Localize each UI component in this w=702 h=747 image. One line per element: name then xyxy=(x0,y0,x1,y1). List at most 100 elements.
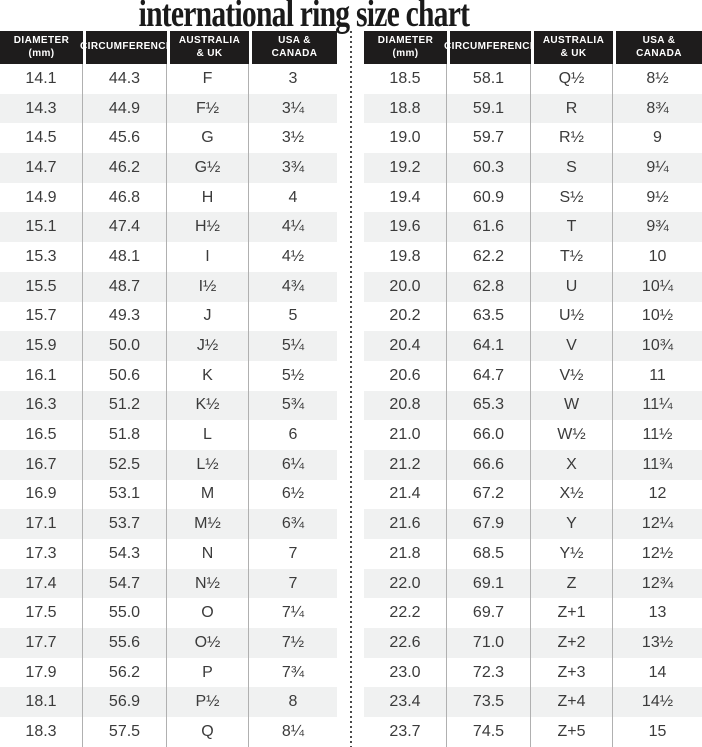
cell-usa-canada: 5½ xyxy=(281,366,305,384)
cell-usa-canada: 3 xyxy=(288,69,298,87)
cell-australia-uk: J½ xyxy=(167,331,249,361)
cell-diameter-mm: 22.0 xyxy=(364,568,447,599)
cell-australia-uk: M xyxy=(167,479,249,510)
cell-circumference: 74.5 xyxy=(447,717,531,747)
table-row: 21.0 66.0 W½ 11½ xyxy=(364,420,702,450)
cell-circumference: 67.2 xyxy=(447,479,531,510)
cell-diameter-mm: 14.7 xyxy=(0,153,83,183)
cell-australia-uk: T xyxy=(531,212,613,243)
cell-australia-uk: H xyxy=(167,182,249,213)
cell-usa-canada: 7¾ xyxy=(281,663,305,681)
table-row: 17.7 55.6 O½ 7½ xyxy=(0,628,337,658)
cell-circumference: 47.4 xyxy=(83,212,167,243)
table-row: 14.5 45.6 G 3½ xyxy=(0,123,337,154)
cell-circumference: 45.6 xyxy=(83,123,167,154)
cell-usa-canada: 8¼ xyxy=(281,722,305,740)
dotted-divider xyxy=(349,31,352,747)
table-row: 16.7 52.5 L½ 6¼ xyxy=(0,449,337,480)
table-header-row: DIAMETER (mm) CIRCUMFERENCE AUSTRALIA & UK… xyxy=(364,31,702,64)
cell-usa-canada: 7 xyxy=(288,574,298,592)
cell-circumference: 55.0 xyxy=(83,598,167,629)
table-row: 16.5 51.8 L 6 xyxy=(0,420,337,450)
column-header-circumference: CIRCUMFERENCE xyxy=(444,31,537,64)
cell-circumference: 53.1 xyxy=(83,479,167,510)
table-row: 20.0 62.8 U 10¼ xyxy=(364,271,702,302)
cell-diameter-mm: 17.1 xyxy=(0,509,83,539)
table-row: 18.3 57.5 Q 8¼ xyxy=(0,717,337,747)
cell-circumference: 59.1 xyxy=(447,93,531,124)
cell-usa-canada: 11¼ xyxy=(642,396,673,414)
column-header-australia-uk: AUSTRALIA & UK xyxy=(531,31,613,64)
cell-australia-uk: Q xyxy=(167,717,249,747)
cell-australia-uk: H½ xyxy=(167,212,249,243)
cell-circumference: 67.9 xyxy=(447,509,531,539)
cell-usa-canada: 4¼ xyxy=(281,218,305,236)
cell-diameter-mm: 19.8 xyxy=(364,242,447,272)
cell-usa-canada: 10¾ xyxy=(641,337,674,355)
cell-australia-uk: K½ xyxy=(167,390,249,421)
cell-diameter-mm: 21.2 xyxy=(364,449,447,480)
column-header-usa-canada: USA & CANADA xyxy=(613,31,702,64)
cell-diameter-mm: 14.1 xyxy=(0,64,83,94)
cell-usa-canada: 9 xyxy=(653,129,662,147)
cell-australia-uk: Z+5 xyxy=(531,717,613,747)
table-row: 15.7 49.3 J 5 xyxy=(0,301,337,332)
table-row: 19.4 60.9 S½ 9½ xyxy=(364,182,702,213)
cell-circumference: 64.1 xyxy=(447,331,531,361)
cell-australia-uk: R½ xyxy=(531,123,613,154)
cell-australia-uk: X½ xyxy=(531,479,613,510)
cell-diameter-mm: 20.6 xyxy=(364,360,447,391)
cell-australia-uk: G½ xyxy=(167,153,249,183)
cell-usa-canada: 5 xyxy=(288,307,298,325)
table-row: 15.9 50.0 J½ 5¼ xyxy=(0,331,337,361)
cell-circumference: 52.5 xyxy=(83,449,167,480)
cell-australia-uk: Q½ xyxy=(531,64,613,94)
table-row: 16.1 50.6 K 5½ xyxy=(0,360,337,391)
cell-usa-canada: 8 xyxy=(288,693,298,711)
cell-diameter-mm: 15.7 xyxy=(0,301,83,332)
cell-diameter-mm: 18.3 xyxy=(0,717,83,747)
table-row: 20.8 65.3 W 11¼ xyxy=(364,390,702,421)
table-row: 18.8 59.1 R 8¾ xyxy=(364,93,702,124)
cell-australia-uk: J xyxy=(167,301,249,332)
cell-diameter-mm: 19.6 xyxy=(364,212,447,243)
cell-usa-canada: 7 xyxy=(288,544,298,562)
cell-circumference: 63.5 xyxy=(447,301,531,332)
table-row: 15.3 48.1 I 4½ xyxy=(0,242,337,272)
table-row: 14.7 46.2 G½ 3¾ xyxy=(0,153,337,183)
cell-usa-canada: 8¾ xyxy=(646,99,669,117)
cell-circumference: 46.8 xyxy=(83,182,167,213)
table-row: 21.6 67.9 Y 12¼ xyxy=(364,509,702,539)
cell-circumference: 62.2 xyxy=(447,242,531,272)
cell-australia-uk: L½ xyxy=(167,449,249,480)
cell-diameter-mm: 18.5 xyxy=(364,64,447,94)
table-row: 14.3 44.9 F½ 3¼ xyxy=(0,93,337,124)
cell-diameter-mm: 22.2 xyxy=(364,598,447,629)
cell-usa-canada: 5¾ xyxy=(281,396,305,414)
cell-australia-uk: L xyxy=(167,420,249,450)
cell-australia-uk: G xyxy=(167,123,249,154)
cell-australia-uk: F xyxy=(167,64,249,94)
cell-circumference: 59.7 xyxy=(447,123,531,154)
table-row: 21.8 68.5 Y½ 12½ xyxy=(364,539,702,569)
cell-usa-canada: 12½ xyxy=(641,544,674,562)
column-header-diameter-mm: DIAMETER (mm) xyxy=(0,31,83,64)
cell-australia-uk: U xyxy=(531,271,613,302)
table-row: 14.9 46.8 H 4 xyxy=(0,182,337,213)
cell-australia-uk: U½ xyxy=(531,301,613,332)
ring-size-table-left: DIAMETER (mm) CIRCUMFERENCE AUSTRALIA & UK… xyxy=(0,31,337,747)
cell-diameter-mm: 15.9 xyxy=(0,331,83,361)
cell-diameter-mm: 16.3 xyxy=(0,390,83,421)
cell-circumference: 57.5 xyxy=(83,717,167,747)
cell-usa-canada: 11¾ xyxy=(642,455,673,473)
cell-australia-uk: K xyxy=(167,360,249,391)
cell-australia-uk: O½ xyxy=(167,628,249,658)
cell-usa-canada: 7½ xyxy=(281,633,305,651)
cell-usa-canada: 4¾ xyxy=(281,277,305,295)
cell-usa-canada: 13 xyxy=(648,604,667,622)
cell-circumference: 65.3 xyxy=(447,390,531,421)
cell-circumference: 60.3 xyxy=(447,153,531,183)
cell-circumference: 48.1 xyxy=(83,242,167,272)
cell-australia-uk: N½ xyxy=(167,568,249,599)
table-row: 20.4 64.1 V 10¾ xyxy=(364,331,702,361)
